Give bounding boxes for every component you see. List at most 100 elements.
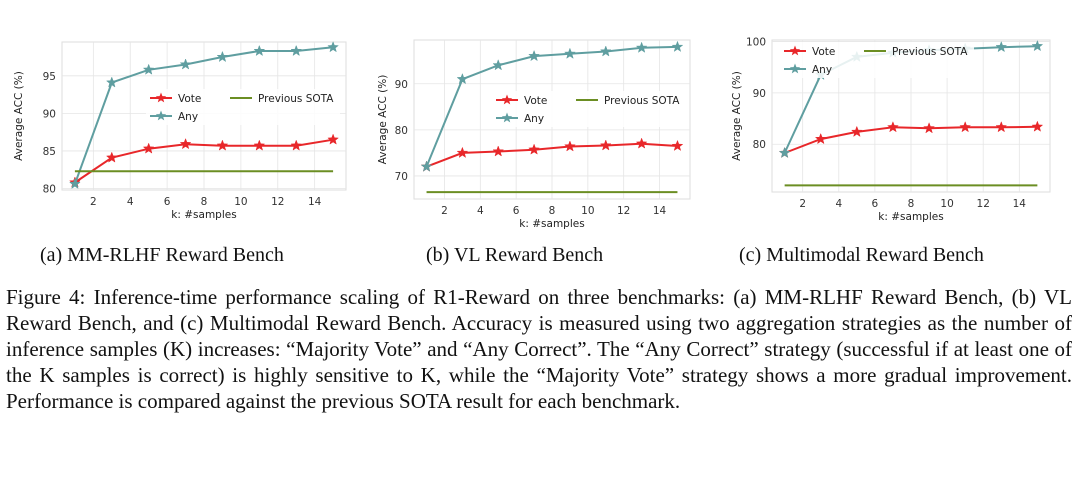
data-point-vote	[599, 139, 612, 151]
data-point-any	[69, 177, 81, 189]
data-point-any	[778, 146, 791, 158]
legend-label: Previous SOTA	[258, 93, 334, 105]
series-line-any	[73, 46, 334, 185]
data-point-vote	[528, 143, 540, 155]
legend-label: Previous SOTA	[892, 46, 968, 58]
data-point-vote	[327, 133, 339, 145]
data-point-any	[1031, 39, 1044, 52]
x-tick-label: 8	[908, 198, 915, 210]
legend-label: Any	[178, 111, 198, 123]
legend-marker	[155, 92, 167, 103]
data-point-vote	[105, 151, 118, 163]
data-point-any	[995, 40, 1008, 53]
data-point-vote	[995, 121, 1008, 133]
data-point-any	[179, 58, 192, 70]
data-point-vote	[923, 122, 936, 134]
legend-label: Vote	[524, 95, 547, 107]
data-point-vote	[290, 139, 303, 151]
data-point-any	[420, 160, 433, 172]
legend: Vote Any Previous SOTA	[492, 91, 686, 127]
x-tick-label: 12	[617, 205, 630, 217]
figure-caption: Figure 4: Inference-time performance sca…	[6, 284, 1072, 414]
legend-label: Previous SOTA	[604, 95, 680, 107]
legend-label: Vote	[812, 46, 835, 58]
x-tick-label: 6	[513, 205, 520, 217]
x-axis-label: k: #samples	[878, 211, 943, 223]
x-tick-label: 4	[477, 205, 484, 217]
data-point-any	[142, 63, 155, 75]
data-point-vote	[492, 145, 505, 157]
chart-a: 2 4 6 8 10 12 14 80 85 90 95 k: #samples Average ACC…	[13, 41, 347, 221]
y-tick-label: 70	[395, 171, 408, 183]
legend-marker	[155, 110, 167, 121]
x-tick-label: 6	[164, 196, 171, 208]
legend: Vote Any Previous SOTA	[146, 89, 340, 125]
subcaption-b: (b) VL Reward Bench	[426, 244, 604, 266]
data-point-vote	[887, 121, 899, 133]
y-axis-label: Average ACC (%)	[731, 71, 743, 161]
x-tick-label: 10	[581, 205, 594, 217]
data-point-any	[528, 49, 540, 62]
legend-box	[780, 42, 974, 78]
subcaption-a: (a) MM-RLHF Reward Bench	[40, 244, 284, 266]
data-point-vote	[1031, 120, 1044, 132]
legend-label: Vote	[178, 93, 201, 105]
legend-marker	[789, 63, 801, 74]
data-point-vote	[216, 139, 229, 151]
data-point-any	[635, 41, 648, 53]
series-line-any	[425, 45, 678, 168]
y-tick-label: 90	[395, 79, 408, 91]
data-point-vote	[142, 142, 155, 154]
x-tick-label: 10	[940, 198, 953, 210]
data-point-any	[564, 47, 576, 59]
data-point-vote	[179, 137, 192, 150]
legend-label: Any	[812, 64, 832, 76]
y-tick-label: 80	[43, 183, 56, 195]
data-point-any	[253, 44, 266, 57]
x-tick-label: 14	[308, 196, 322, 208]
x-axis-label: k: #samples	[171, 209, 236, 221]
data-point-any	[105, 76, 118, 88]
data-point-any	[216, 50, 229, 63]
data-point-vote	[253, 139, 266, 151]
x-tick-label: 2	[90, 196, 97, 208]
x-tick-label: 2	[441, 205, 448, 217]
legend-marker	[789, 45, 801, 56]
data-point-vote	[635, 137, 648, 149]
x-tick-label: 2	[799, 198, 806, 210]
figure-charts: 2 4 6 8 10 12 14 80 85 90 95 k: #samples Average ACC…	[13, 37, 1051, 230]
data-point-any	[599, 45, 612, 57]
legend-box	[146, 89, 340, 125]
series-line-vote	[426, 142, 678, 168]
y-tick-label: 95	[43, 71, 56, 83]
series-line-vote	[74, 138, 334, 184]
legend-box	[492, 91, 686, 127]
legend-marker	[501, 94, 513, 105]
data-point-any	[456, 72, 469, 85]
x-tick-label: 14	[1013, 198, 1027, 210]
data-point-any	[492, 59, 505, 71]
chart-c: 2 4 6 8 10 12 14 80 90 100 k: #samples Average ACC …	[731, 37, 1051, 223]
data-point-vote	[671, 139, 684, 151]
data-point-any	[671, 40, 684, 53]
x-tick-label: 6	[872, 198, 879, 210]
y-tick-label: 90	[753, 88, 766, 100]
subcaption-c: (c) Multimodal Reward Bench	[739, 244, 984, 266]
legend-marker	[501, 112, 513, 123]
series-line-vote	[784, 125, 1038, 154]
x-tick-label: 8	[549, 205, 556, 217]
data-point-vote	[850, 125, 863, 138]
x-tick-label: 10	[234, 196, 247, 208]
x-tick-label: 4	[127, 196, 134, 208]
figure-caption-text: Figure 4: Inference-time performance sca…	[6, 285, 1072, 413]
legend: Vote Any Previous SOTA	[780, 42, 974, 78]
y-tick-label: 85	[43, 146, 56, 158]
x-tick-label: 14	[653, 205, 667, 217]
chart-b: 2 4 6 8 10 12 14 70 80 90 k: #samples Average ACC (…	[377, 39, 691, 230]
data-point-vote	[814, 132, 827, 145]
x-tick-label: 12	[977, 198, 990, 210]
x-tick-label: 4	[835, 198, 842, 210]
y-axis-label: Average ACC (%)	[13, 71, 25, 161]
data-point-vote	[564, 140, 576, 152]
data-point-any	[327, 41, 339, 53]
